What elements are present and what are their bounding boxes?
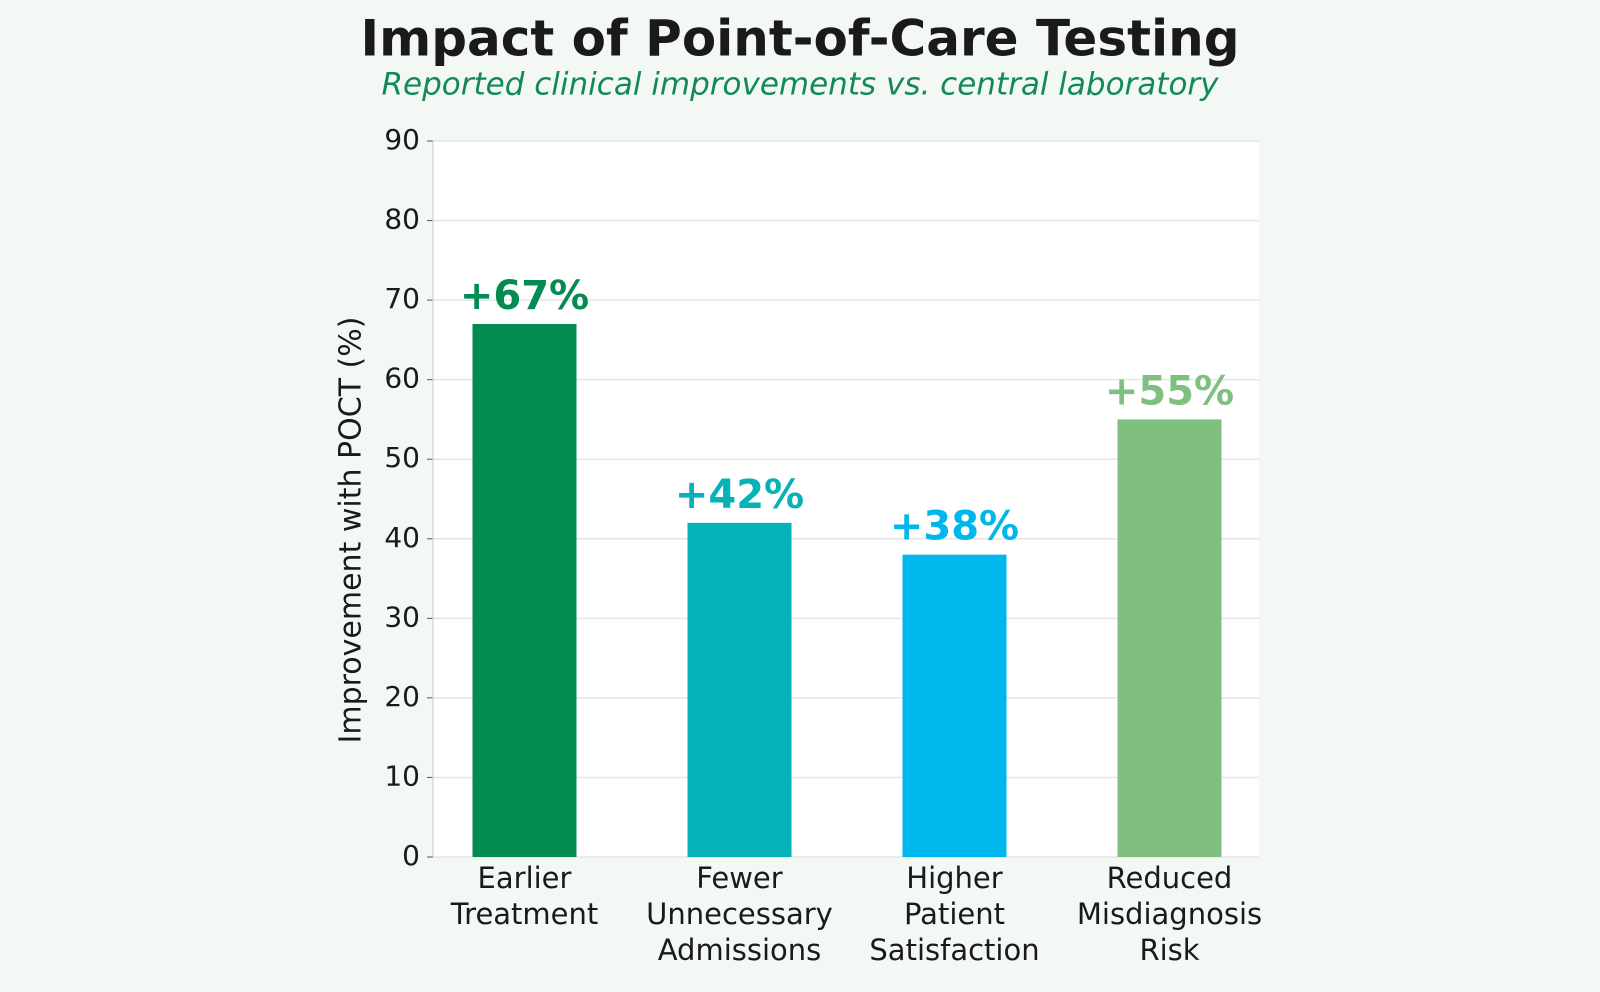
x-tick-label: Reduced Misdiagnosis Risk [1077, 861, 1262, 967]
y-tick-label: 90 [384, 123, 420, 156]
y-tick-label: 30 [384, 600, 420, 633]
bar [1117, 419, 1222, 857]
y-tick-label: 70 [384, 282, 420, 315]
x-tick-label: Earlier Treatment [450, 861, 599, 931]
value-label: +38% [890, 504, 1019, 550]
y-tick-label: 0 [402, 839, 420, 872]
value-label: +67% [460, 273, 589, 319]
y-tick-label: 60 [384, 362, 420, 395]
chart-subtitle: Reported clinical improvements vs. centr… [381, 67, 1219, 103]
bar [902, 554, 1007, 857]
chart-title: Impact of Point-of-Care Testing [360, 10, 1239, 68]
y-tick-label: 40 [384, 521, 420, 554]
y-tick-label: 10 [384, 759, 420, 792]
y-tick-label: 50 [384, 441, 420, 474]
x-tick-label: Fewer Unnecessary Admissions [646, 861, 833, 967]
value-label: +55% [1105, 368, 1234, 414]
x-tick-label: Higher Patient Satisfaction [869, 861, 1039, 967]
bar [687, 522, 792, 857]
y-axis-label: Improvement with POCT (%) [334, 317, 369, 744]
y-tick-label: 20 [384, 680, 420, 713]
y-tick-label: 80 [384, 203, 420, 236]
bar [472, 323, 577, 857]
value-label: +42% [675, 472, 804, 518]
